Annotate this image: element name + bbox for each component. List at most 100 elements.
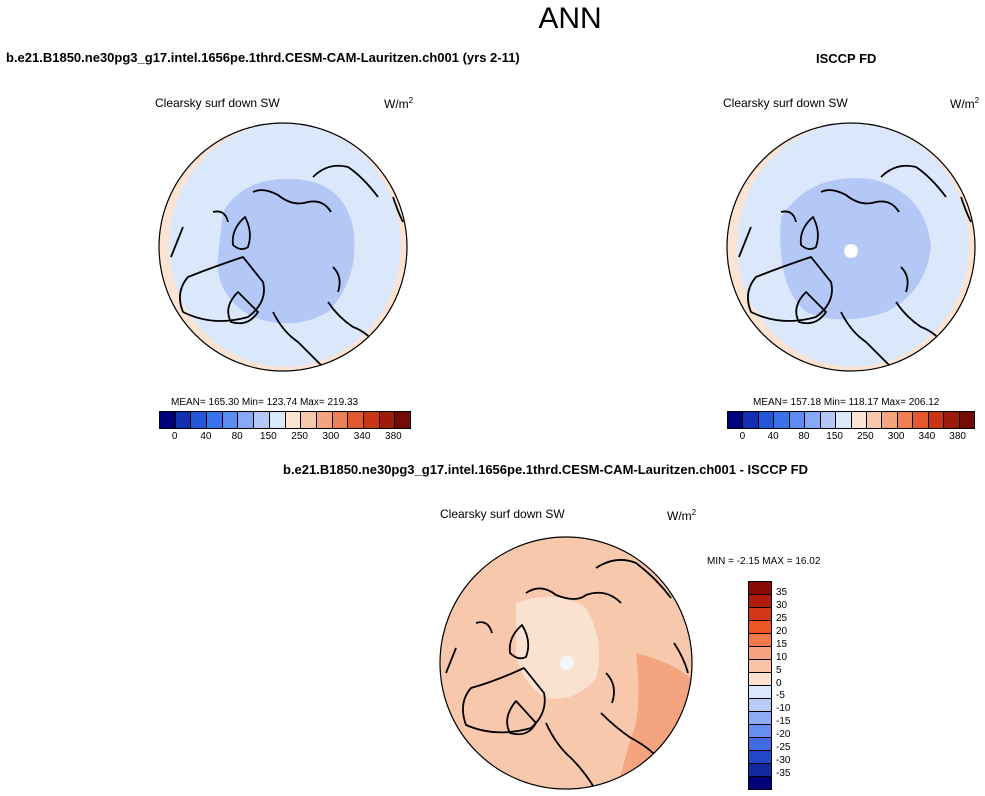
panel2-units: W/m2 bbox=[950, 96, 980, 111]
colorbar-swatch bbox=[749, 763, 771, 776]
colorbar-tick-label: 150 bbox=[826, 431, 843, 442]
colorbar-swatch bbox=[773, 412, 789, 428]
colorbar-swatch bbox=[865, 412, 882, 428]
colorbar-swatch bbox=[749, 724, 771, 737]
colorbar-tick-label: 380 bbox=[949, 431, 966, 442]
colorbar-tick-label: -20 bbox=[776, 729, 791, 741]
colorbar-swatch bbox=[749, 672, 771, 685]
colorbar-swatch bbox=[927, 412, 944, 428]
colorbar-swatch bbox=[749, 685, 771, 698]
colorbar-tick-label: 15 bbox=[776, 638, 788, 650]
colorbar-swatch bbox=[331, 412, 348, 428]
colorbar-swatch bbox=[788, 412, 805, 428]
panel2-case-title: ISCCP FD bbox=[816, 51, 877, 66]
panel3-pole-missing bbox=[560, 656, 574, 670]
colorbar-swatch bbox=[253, 412, 269, 428]
panel1-colorbar bbox=[159, 411, 411, 429]
colorbar-swatch bbox=[749, 582, 771, 594]
colorbar-tick-label: -10 bbox=[776, 703, 791, 715]
panel2-colorbar-ticks: 0 40 80 150 250 300 340 380 bbox=[727, 431, 973, 445]
colorbar-tick-label: 35 bbox=[776, 586, 788, 598]
colorbar-swatch bbox=[757, 412, 774, 428]
colorbar-swatch bbox=[749, 633, 771, 646]
colorbar-tick-label: 250 bbox=[857, 431, 874, 442]
panel1-title: Clearsky surf down SW bbox=[155, 96, 280, 110]
panel3-colorbar-ticks: 35 30 25 20 15 10 5 0 -5 -10 -15 -20 -25 -30 -35 bbox=[776, 581, 806, 788]
panel3-coastlines bbox=[445, 559, 689, 789]
colorbar-tick-label: 340 bbox=[918, 431, 936, 442]
colorbar-tick-label: 25 bbox=[776, 612, 788, 624]
colorbar-swatch bbox=[315, 412, 332, 428]
colorbar-swatch bbox=[749, 659, 771, 672]
colorbar-tick-label: 40 bbox=[200, 431, 212, 442]
panel3-field-inner bbox=[516, 596, 600, 699]
colorbar-tick-label: 150 bbox=[260, 431, 277, 442]
colorbar-swatch bbox=[749, 594, 771, 607]
colorbar-swatch bbox=[378, 412, 395, 428]
colorbar-swatch bbox=[347, 412, 363, 428]
colorbar-swatch bbox=[394, 412, 410, 428]
colorbar-swatch bbox=[749, 607, 771, 620]
colorbar-tick-label: 0 bbox=[776, 677, 782, 689]
colorbar-tick-label: 340 bbox=[353, 431, 371, 442]
colorbar-swatch bbox=[160, 412, 175, 428]
colorbar-swatch bbox=[206, 412, 222, 428]
panel2-title: Clearsky surf down SW bbox=[723, 96, 848, 110]
panel3-map bbox=[439, 536, 693, 790]
panel2-pole-missing bbox=[844, 244, 858, 258]
colorbar-tick-label: 0 bbox=[171, 431, 178, 442]
colorbar-swatch bbox=[728, 412, 743, 428]
panel2-map bbox=[726, 122, 976, 372]
colorbar-swatch bbox=[362, 412, 379, 428]
colorbar-swatch bbox=[749, 750, 771, 763]
panel1-map bbox=[158, 122, 408, 372]
colorbar-swatch bbox=[300, 412, 316, 428]
colorbar-swatch bbox=[268, 412, 285, 428]
panel3-title: Clearsky surf down SW bbox=[440, 507, 565, 521]
colorbar-swatch bbox=[912, 412, 928, 428]
panel2-colorbar bbox=[727, 411, 975, 429]
colorbar-swatch bbox=[943, 412, 959, 428]
colorbar-tick-label: 10 bbox=[776, 651, 788, 663]
colorbar-swatch bbox=[835, 412, 851, 428]
colorbar-tick-label: 80 bbox=[798, 431, 810, 442]
colorbar-swatch bbox=[819, 412, 836, 428]
colorbar-swatch bbox=[850, 412, 866, 428]
colorbar-swatch bbox=[749, 776, 771, 789]
colorbar-tick-label: 30 bbox=[776, 599, 788, 611]
panel1-units: W/m2 bbox=[384, 96, 414, 111]
colorbar-swatch bbox=[190, 412, 207, 428]
colorbar-swatch bbox=[749, 620, 771, 633]
panel1-stats: MEAN= 165.30 Min= 123.74 Max= 219.33 bbox=[171, 397, 359, 408]
colorbar-tick-label: 380 bbox=[385, 431, 402, 442]
colorbar-tick-label: -25 bbox=[776, 742, 791, 754]
colorbar-tick-label: 300 bbox=[322, 431, 340, 442]
colorbar-swatch bbox=[237, 412, 254, 428]
colorbar-swatch bbox=[881, 412, 897, 428]
panel3-case-title: b.e21.B1850.ne30pg3_g17.intel.1656pe.1th… bbox=[283, 462, 808, 477]
colorbar-swatch bbox=[221, 412, 238, 428]
colorbar-swatch bbox=[174, 412, 191, 428]
colorbar-swatch bbox=[749, 646, 771, 659]
colorbar-swatch bbox=[284, 412, 301, 428]
panel1-map-border bbox=[158, 122, 408, 372]
colorbar-swatch bbox=[749, 737, 771, 750]
panel2-map-border bbox=[726, 122, 976, 372]
colorbar-tick-label: 250 bbox=[291, 431, 308, 442]
colorbar-tick-label: -15 bbox=[776, 716, 791, 728]
colorbar-tick-label: -35 bbox=[776, 768, 791, 780]
colorbar-tick-label: 5 bbox=[776, 664, 782, 676]
panel3-colorbar bbox=[748, 581, 772, 790]
colorbar-tick-label: 20 bbox=[776, 625, 788, 637]
colorbar-tick-label: -5 bbox=[776, 690, 785, 702]
main-title: ANN bbox=[538, 2, 602, 35]
panel1-case-title: b.e21.B1850.ne30pg3_g17.intel.1656pe.1th… bbox=[6, 50, 520, 65]
panel3-units: W/m2 bbox=[667, 508, 697, 523]
colorbar-swatch bbox=[896, 412, 913, 428]
panel1-field-inner bbox=[217, 178, 355, 324]
panel2-stats: MEAN= 157.18 Min= 118.17 Max= 206.12 bbox=[753, 397, 940, 408]
colorbar-swatch bbox=[749, 711, 771, 724]
colorbar-tick-label: 80 bbox=[231, 431, 243, 442]
panel1-colorbar-ticks: 0 40 80 150 250 300 340 380 bbox=[159, 431, 409, 445]
colorbar-tick-label: 300 bbox=[887, 431, 905, 442]
